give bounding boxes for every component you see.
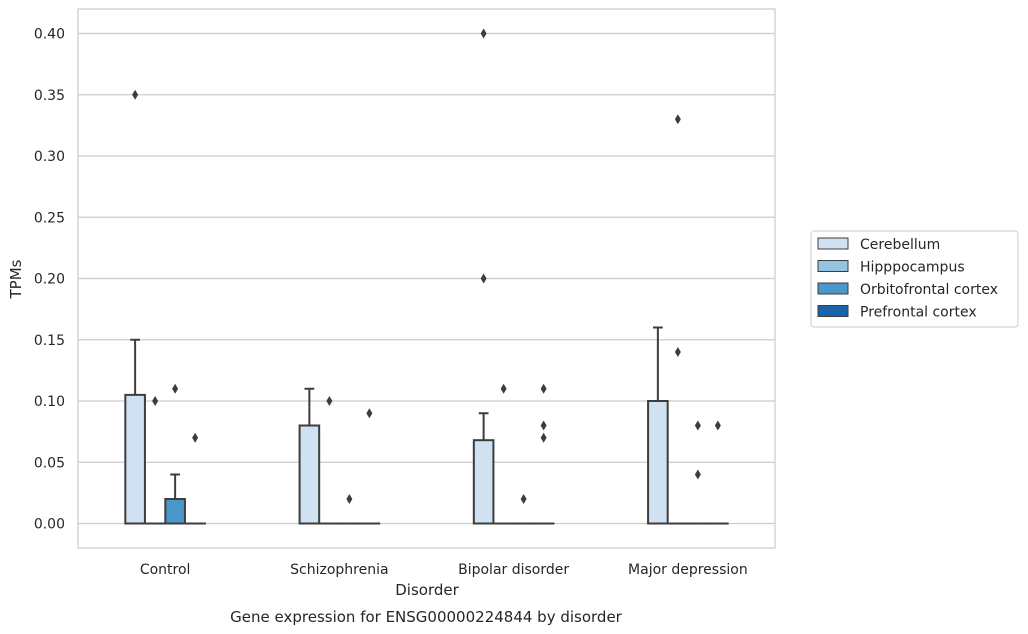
y-tick-label: 0.05 bbox=[34, 455, 65, 471]
y-tick-label: 0.10 bbox=[34, 394, 65, 410]
legend-label: Orbitofrontal cortex bbox=[860, 282, 998, 298]
y-tick-label: 0.35 bbox=[34, 88, 65, 104]
box-plot bbox=[298, 387, 321, 525]
box-plot bbox=[707, 420, 729, 525]
outlier-point bbox=[480, 28, 487, 39]
outlier-point bbox=[540, 383, 547, 394]
box-plot bbox=[532, 383, 555, 525]
outlier-point bbox=[500, 383, 507, 394]
chart-title: Gene expression for ENSG00000224844 by d… bbox=[230, 608, 623, 626]
legend-label: Prefrontal cortex bbox=[860, 305, 977, 321]
outlier-point bbox=[540, 432, 547, 443]
outlier-point bbox=[172, 383, 179, 394]
box-plot bbox=[512, 494, 535, 525]
box bbox=[298, 424, 321, 525]
outlier-point bbox=[520, 494, 527, 504]
outlier-point bbox=[152, 396, 159, 406]
x-axis-label: Disorder bbox=[395, 581, 459, 599]
outlier-point bbox=[346, 494, 353, 504]
x-tick-label: Schizophrenia bbox=[290, 562, 388, 578]
box-plot bbox=[687, 420, 709, 525]
box-plot bbox=[164, 383, 186, 525]
box bbox=[647, 400, 669, 525]
legend-swatch bbox=[817, 237, 849, 250]
box-plot bbox=[647, 326, 669, 525]
y-axis-label: TPMs bbox=[7, 259, 25, 299]
y-tick-label: 0.25 bbox=[34, 210, 65, 226]
legend: Cerebellum Hipppocampus Orbitofrontal cort… bbox=[810, 230, 1019, 328]
y-tick-label: 0.40 bbox=[34, 27, 65, 43]
legend-swatch bbox=[817, 305, 849, 317]
box-plot bbox=[472, 28, 495, 525]
y-tick-label: 0.15 bbox=[34, 333, 65, 349]
y-tick-labels: 0.00 0.05 0.10 0.15 0.20 0.25 0.30 0.35 0.40 bbox=[34, 27, 65, 533]
outlier-point bbox=[366, 408, 373, 419]
y-tick-label: 0.00 bbox=[34, 517, 65, 533]
outlier-point bbox=[480, 273, 487, 284]
outlier-point bbox=[694, 469, 701, 480]
box-plot bbox=[144, 396, 166, 525]
x-tick-label: Major depression bbox=[628, 562, 748, 578]
box bbox=[164, 498, 186, 525]
legend-swatch bbox=[817, 282, 849, 295]
outlier-point bbox=[132, 89, 139, 100]
box-plot bbox=[358, 408, 381, 525]
x-tick-label: Control bbox=[140, 562, 191, 578]
box-plot bbox=[184, 432, 206, 525]
x-tick-label: Bipolar disorder bbox=[458, 562, 569, 578]
plot-area-frame bbox=[77, 8, 776, 549]
legend-label: Hipppocampus bbox=[860, 260, 965, 276]
legend-swatch bbox=[817, 260, 849, 272]
y-tick-label: 0.30 bbox=[34, 149, 65, 165]
box-plot bbox=[492, 383, 515, 525]
box-plot bbox=[338, 494, 361, 525]
outlier-point bbox=[192, 432, 199, 443]
outlier-point bbox=[694, 420, 701, 431]
box-plot bbox=[318, 396, 341, 525]
y-gridlines bbox=[78, 32, 775, 525]
box-series bbox=[124, 28, 729, 525]
legend-frame bbox=[810, 230, 1019, 328]
legend-label: Cerebellum bbox=[860, 237, 940, 253]
box bbox=[472, 439, 495, 525]
x-tick-labels: Control Schizophrenia Bipolar disorder Majo… bbox=[140, 562, 748, 578]
outlier-point bbox=[674, 347, 681, 357]
outlier-point bbox=[674, 114, 681, 125]
outlier-point bbox=[714, 420, 721, 431]
box bbox=[124, 393, 146, 525]
outlier-point bbox=[326, 396, 333, 406]
outlier-point bbox=[540, 420, 547, 431]
box-plot bbox=[124, 89, 146, 525]
y-tick-label: 0.20 bbox=[34, 272, 65, 288]
